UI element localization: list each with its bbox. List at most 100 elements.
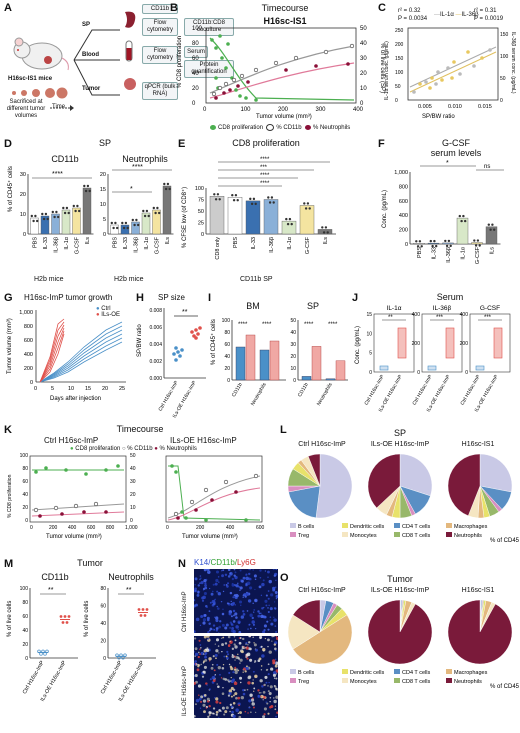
n-ctrl-cell — [202, 618, 207, 622]
n-ctrl-cell — [218, 625, 221, 629]
k-neut-point — [234, 490, 238, 494]
f-ytick: 400 — [399, 213, 408, 219]
d-cd11b-xtick: PBS — [33, 237, 39, 248]
n-ctrl-cell — [234, 612, 238, 616]
n-ils-cell — [239, 711, 242, 715]
d-cd11b-point — [67, 211, 70, 215]
n-ils-cell — [242, 689, 245, 692]
j-ytick: 400 — [412, 312, 421, 318]
e-point — [286, 222, 290, 226]
g-legend-ctrl: ● Ctrl — [96, 306, 120, 312]
h-ils-point — [194, 328, 198, 332]
k-ytick: 80 — [22, 466, 28, 472]
h-ctrl-point — [176, 350, 180, 354]
n-ctrl-cell — [231, 577, 235, 581]
n-ils-cell — [223, 655, 226, 658]
d-neut-point — [131, 218, 134, 222]
blood-tube-icon — [122, 40, 136, 62]
n-ctrl-cell — [204, 586, 208, 590]
c-point — [436, 70, 440, 74]
d-cd11b-bar — [51, 213, 60, 235]
d-neut-point — [163, 182, 166, 186]
n-ctrl-cell — [275, 597, 278, 600]
n-ils-cell — [269, 706, 272, 709]
n-ctrl-cell — [235, 584, 239, 588]
k-neut-point — [38, 514, 42, 518]
c-ytick: 150 — [395, 56, 404, 62]
c-xtick: 0.015 — [478, 104, 492, 110]
c-y2tick: 150 — [500, 32, 509, 38]
n-ctrl-cell — [209, 601, 212, 604]
e-point — [213, 193, 216, 196]
n-ils-cell — [203, 694, 207, 697]
n-ils-cell — [208, 657, 212, 661]
n-ils-cell — [252, 679, 254, 681]
l-pies — [282, 452, 520, 522]
n-ils-cell — [214, 697, 216, 699]
j-ytick: 0 — [417, 370, 420, 376]
b-neut-point — [314, 64, 318, 68]
e-xtick: G-CSF — [305, 236, 311, 254]
d-cd11b-ytick: 20 — [20, 192, 26, 198]
l-pie-title-3: H16sc-IS1 — [461, 441, 495, 448]
n-ils-cell — [241, 637, 245, 641]
b-subtitle: H16sc-IS1 — [263, 16, 307, 26]
n-ils-cell — [200, 647, 202, 649]
n-ctrl-cell — [199, 582, 201, 584]
o-legend-label: Treg — [298, 679, 309, 685]
c-leg2: IL-36β — [461, 12, 479, 18]
c-ytick: 50 — [395, 84, 401, 90]
n-ils-cell — [269, 700, 271, 703]
g-ctrl-line — [39, 337, 123, 383]
d-cd11b-bar — [72, 207, 81, 235]
n-ils-cell — [234, 639, 237, 642]
n-ils-cell — [198, 651, 200, 654]
c-y2tick: 50 — [500, 76, 506, 82]
b-cd11b-point — [253, 67, 259, 73]
n-ils-cell — [204, 648, 207, 651]
b-cd11b-point — [231, 77, 237, 83]
n-ctrl-cell — [272, 588, 276, 592]
o-legend-swatch — [290, 669, 296, 674]
d-cd11b-ytick: 30 — [20, 172, 26, 178]
n-ctrl-cell — [194, 589, 197, 592]
d-neut-ytick: 15 — [100, 187, 106, 193]
n-micrograph-ils — [192, 634, 280, 719]
n-ctrl-cell — [261, 582, 265, 587]
j-ils-box — [397, 327, 407, 359]
n-ctrl-cell — [244, 595, 247, 598]
d-neut-point — [168, 187, 171, 191]
n-ctrl-cell — [235, 616, 238, 619]
m-ytick: 0 — [103, 656, 106, 662]
n-ctrl-cell — [275, 568, 277, 571]
n-ils-cell — [271, 635, 274, 638]
n-ctrl-cell — [267, 628, 270, 631]
k-ylabel: % CD8 proliferation — [7, 474, 13, 518]
coculture-box: CD11b:CD8 coculture — [184, 18, 234, 36]
f-ytick: 600 — [399, 199, 408, 205]
k-xlabel-l: Tumor volume (mm³) — [46, 534, 102, 540]
n-ils-cell — [247, 712, 249, 714]
l-legend-label: Treg — [298, 533, 309, 539]
b-xtick: 400 — [353, 107, 364, 113]
n-ils-cell — [234, 645, 238, 649]
n-ils-cell — [221, 643, 224, 647]
n-ctrl-cell — [263, 628, 266, 632]
n-ctrl-cell — [222, 569, 225, 572]
n-ils-cell — [215, 700, 219, 704]
d-cd11b-point — [42, 217, 46, 221]
b-neut-point — [284, 68, 288, 72]
n-ils-cell — [254, 674, 258, 679]
k-neut-point — [176, 516, 180, 520]
n-ils-cell — [250, 698, 255, 702]
c-ytick: 0 — [395, 98, 398, 104]
n-ctrl-cell — [259, 569, 262, 572]
m-ytick: 40 — [100, 621, 106, 627]
b-cd11b-point — [239, 73, 245, 79]
f-bar — [427, 242, 440, 245]
n-ctrl-cell — [264, 570, 267, 572]
o-pie-title-2: ILs-OE H16sc-ImP — [370, 587, 430, 594]
g-ils-line — [39, 327, 65, 383]
d-cd11b-point — [78, 209, 81, 213]
i-ctrl-bar — [235, 346, 246, 381]
